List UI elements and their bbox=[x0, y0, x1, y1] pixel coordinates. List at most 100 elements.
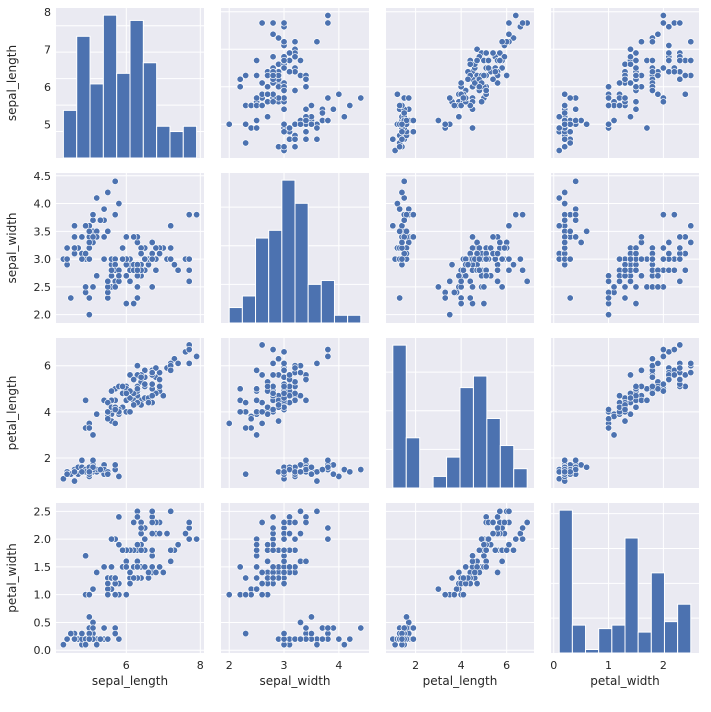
scatter-point bbox=[264, 541, 272, 549]
scatter-point bbox=[441, 591, 449, 599]
scatter-point bbox=[130, 574, 138, 582]
y-tick-label: 1.5 bbox=[34, 561, 52, 574]
scatter-point bbox=[632, 83, 640, 91]
scatter-point bbox=[100, 255, 108, 263]
scatter-point bbox=[605, 83, 613, 91]
scatter-point bbox=[561, 120, 569, 128]
scatter-point bbox=[480, 72, 488, 80]
scatter-point bbox=[126, 580, 134, 588]
scatter-point bbox=[236, 408, 244, 416]
scatter-point bbox=[111, 283, 119, 291]
scatter-point bbox=[396, 227, 404, 235]
scatter-point bbox=[85, 468, 93, 476]
scatter-point bbox=[626, 255, 634, 263]
x-tick-label: 4 bbox=[458, 659, 465, 672]
scatter-point bbox=[357, 624, 365, 632]
scatter-point bbox=[78, 233, 86, 241]
histogram-bar bbox=[486, 418, 501, 489]
histogram-bar bbox=[624, 537, 639, 654]
histogram-bar bbox=[432, 475, 448, 489]
scatter-point bbox=[566, 294, 574, 302]
histogram-bar bbox=[571, 624, 587, 654]
scatter-point bbox=[409, 635, 417, 643]
scatter-point bbox=[137, 250, 145, 258]
scatter-point bbox=[665, 49, 673, 57]
scatter-point bbox=[280, 630, 288, 638]
histogram-bar bbox=[347, 314, 362, 324]
scatter-point bbox=[475, 546, 483, 554]
scatter-point bbox=[108, 387, 116, 395]
scatter-point bbox=[104, 188, 112, 196]
scatter-point bbox=[264, 83, 272, 91]
scatter-point bbox=[258, 518, 266, 526]
scatter-point bbox=[159, 392, 167, 400]
scatter-point bbox=[464, 75, 472, 83]
scatter-point bbox=[225, 591, 233, 599]
scatter-point bbox=[687, 238, 695, 246]
scatter-point bbox=[480, 300, 488, 308]
scatter-point bbox=[115, 272, 123, 280]
histogram-bar bbox=[472, 375, 488, 489]
scatter-point bbox=[152, 568, 160, 576]
x-tick-label: 8 bbox=[197, 659, 204, 672]
scatter-point bbox=[122, 233, 130, 241]
scatter-point bbox=[455, 113, 463, 121]
scatter-point bbox=[78, 630, 86, 638]
scatter-point bbox=[572, 117, 580, 125]
scatter-point bbox=[318, 635, 326, 643]
scatter-point bbox=[78, 456, 86, 464]
scatter-point bbox=[286, 563, 294, 571]
scatter-point bbox=[396, 143, 404, 151]
scatter-point bbox=[632, 283, 640, 291]
scatter-point bbox=[346, 468, 354, 476]
scatter-point bbox=[498, 255, 506, 263]
scatter-point bbox=[626, 277, 634, 285]
scatter-point bbox=[156, 530, 164, 538]
scatter-point bbox=[398, 635, 406, 643]
scatter-point bbox=[676, 244, 684, 252]
y-tick-label: 3.5 bbox=[34, 225, 52, 238]
y-tick-label: 3.0 bbox=[34, 253, 52, 266]
scatter-point bbox=[632, 250, 640, 258]
scatter-point bbox=[659, 98, 667, 106]
scatter-point bbox=[489, 75, 497, 83]
panel-sepal_length-vs-sepal_length bbox=[56, 8, 204, 159]
scatter-point bbox=[583, 120, 591, 128]
scatter-point bbox=[389, 222, 397, 230]
scatter-point bbox=[302, 518, 310, 526]
scatter-point bbox=[167, 222, 175, 230]
scatter-point bbox=[296, 56, 304, 64]
scatter-point bbox=[510, 546, 518, 554]
scatter-point bbox=[280, 348, 288, 356]
scatter-point bbox=[469, 283, 477, 291]
scatter-point bbox=[632, 403, 640, 411]
scatter-point bbox=[484, 64, 492, 72]
x-tick-label: 6 bbox=[503, 659, 510, 672]
scatter-point bbox=[616, 392, 624, 400]
scatter-point bbox=[156, 382, 164, 390]
scatter-point bbox=[313, 38, 321, 46]
scatter-point bbox=[503, 72, 511, 80]
scatter-point bbox=[473, 56, 481, 64]
scatter-point bbox=[482, 272, 490, 280]
scatter-point bbox=[269, 563, 277, 571]
scatter-point bbox=[302, 396, 310, 404]
scatter-point bbox=[193, 352, 201, 360]
scatter-point bbox=[59, 641, 67, 649]
scatter-point bbox=[67, 294, 75, 302]
scatter-point bbox=[236, 83, 244, 91]
scatter-point bbox=[498, 64, 506, 72]
scatter-point bbox=[498, 38, 506, 46]
scatter-point bbox=[307, 630, 315, 638]
scatter-point bbox=[632, 72, 640, 80]
scatter-point bbox=[185, 277, 193, 285]
scatter-point bbox=[621, 94, 629, 102]
panel-sepal_width-vs-sepal_length bbox=[56, 173, 204, 323]
scatter-point bbox=[475, 83, 483, 91]
scatter-point bbox=[71, 468, 79, 476]
scatter-point bbox=[258, 408, 266, 416]
scatter-point bbox=[296, 635, 304, 643]
scatter-point bbox=[393, 90, 401, 98]
scatter-point bbox=[523, 518, 531, 526]
scatter-point bbox=[409, 211, 417, 219]
